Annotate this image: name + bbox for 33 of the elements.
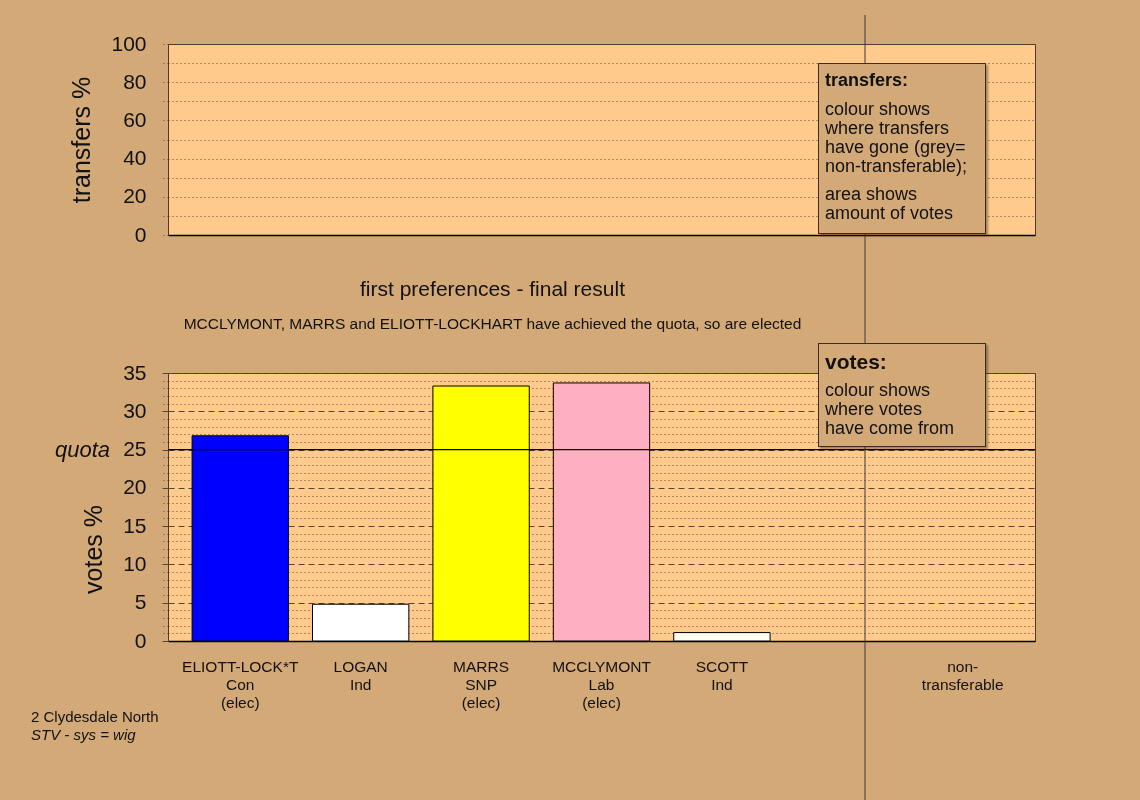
x-tick-label: LOGAN Ind (333, 657, 388, 693)
y-tick-label: 20 (123, 475, 147, 499)
y-tick-label: 15 (123, 513, 147, 537)
y-tick-label: 40 (123, 146, 147, 170)
note-box: votes: colour shows where votes have come from (818, 343, 986, 447)
y-tick-label: 10 (123, 551, 147, 575)
y-axis-title: votes % (79, 505, 108, 594)
y-tick-label: 0 (134, 222, 147, 246)
note-box: transfers: colour shows where transfers have gone (grey= non-transferable); area shows amount of votes (818, 63, 986, 234)
chart-subtitle: MCCLYMONT, MARRS and ELIOTT-LOCKHART have achieved the quota, so are elected (183, 314, 802, 332)
y-tick-label: 80 (123, 69, 147, 93)
x-tick-label: MCCLYMONT Lab (elec) (552, 657, 652, 711)
x-tick-label: SCOTT Ind (695, 657, 749, 693)
annotation: colour shows where votes have come from (825, 380, 956, 438)
y-tick-label: 25 (123, 437, 147, 461)
text: STV - sys = wig (31, 725, 137, 743)
annotation: area shows amount of votes (825, 184, 955, 223)
y-tick-label: 5 (134, 590, 147, 614)
y-tick-label: 60 (123, 107, 147, 131)
x-tick-label: non- transferable (921, 657, 1004, 693)
x-tick-label: MARRS SNP (elec) (453, 657, 510, 711)
y-tick-label: 100 (111, 31, 147, 55)
annotation: transfers: (825, 70, 910, 90)
chart-title: first preferences - final result (360, 276, 626, 300)
y-tick-label: 30 (123, 398, 147, 422)
y-axis-title: transfers % (67, 76, 96, 204)
text: 2 Clydesdale North (31, 708, 159, 726)
y-tick-label: 35 (123, 360, 147, 384)
y-tick-label: 0 (134, 628, 147, 652)
ref-line-label: quota (54, 436, 110, 462)
annotation: colour shows where transfers have gone (grey= non-transferable); (825, 99, 969, 176)
y-tick-label: 20 (123, 184, 147, 208)
x-tick-label: ELIOTT-LOCK*T Con (elec) (182, 657, 299, 711)
